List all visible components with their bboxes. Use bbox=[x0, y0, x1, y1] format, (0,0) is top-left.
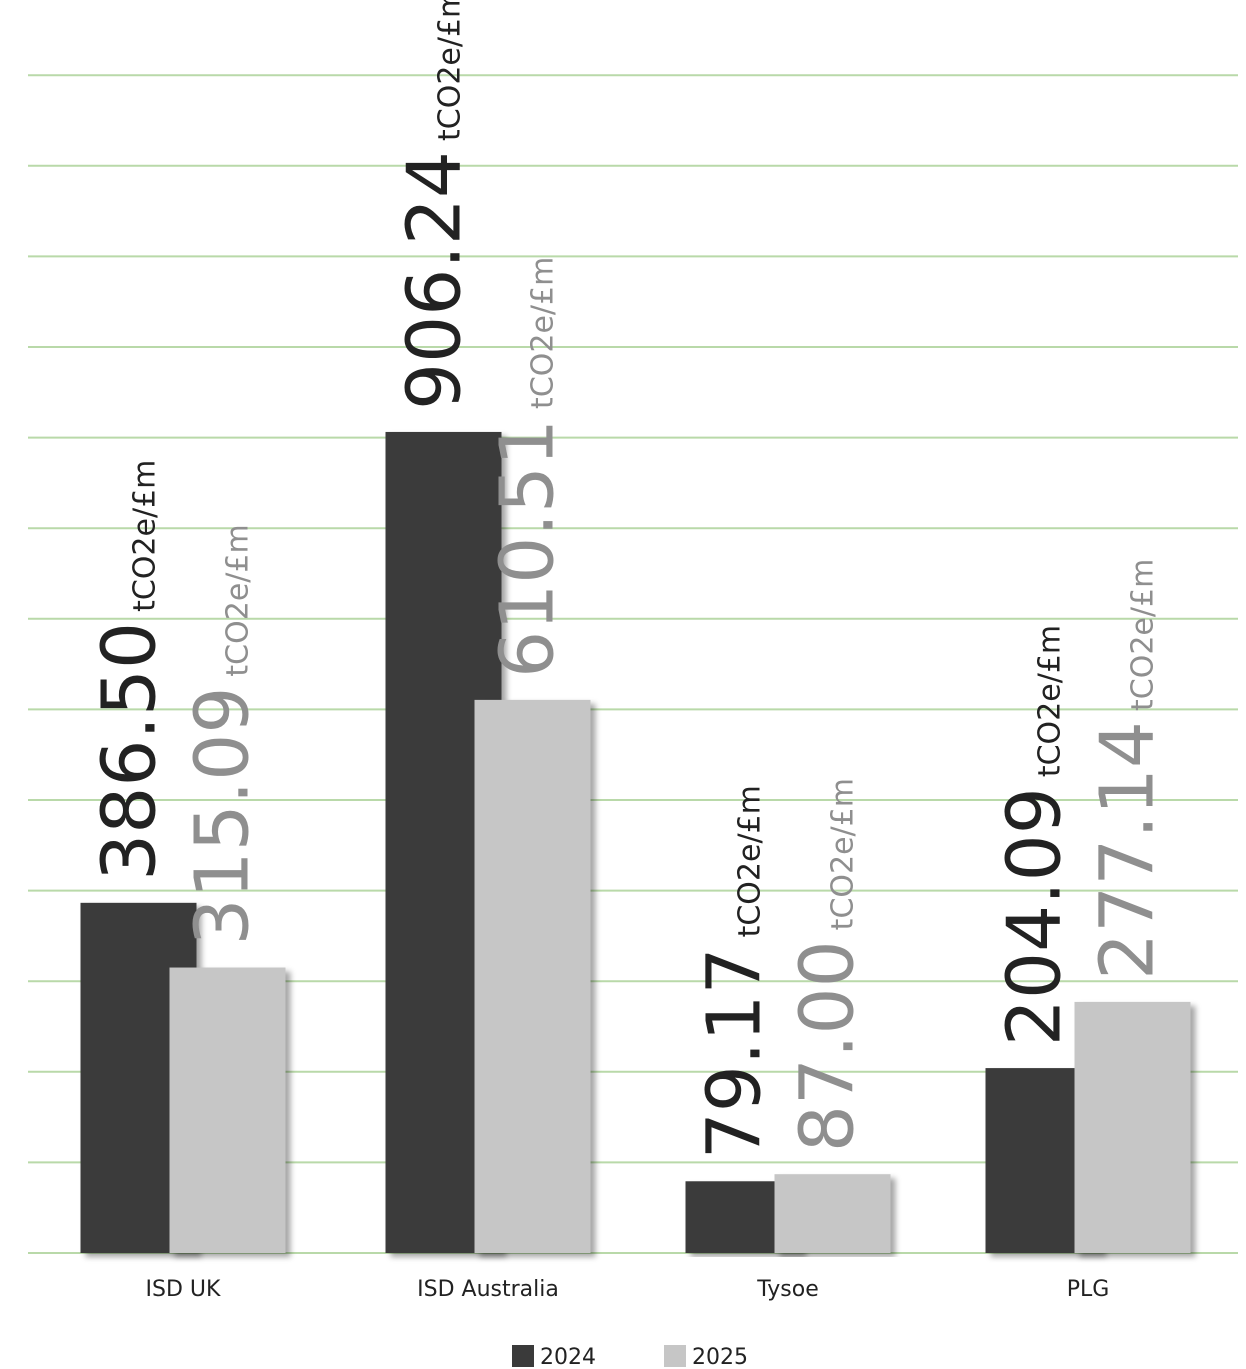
value-number: 79.17 bbox=[692, 947, 778, 1159]
bar-2025-tysoe bbox=[774, 1174, 891, 1253]
value-label: 386.50 tCO2e/£m bbox=[87, 460, 173, 881]
legend-label-2024: 2024 bbox=[540, 1345, 596, 1369]
value-unit: tCO2e/£m bbox=[433, 0, 468, 141]
bar-2025-plg bbox=[1074, 1001, 1191, 1253]
value-label: 906.24 tCO2e/£m bbox=[392, 0, 478, 410]
value-number: 277.14 bbox=[1085, 721, 1171, 980]
value-number: 610.51 bbox=[485, 419, 571, 678]
value-label: 79.17 tCO2e/£m bbox=[692, 785, 778, 1159]
value-unit: tCO2e/£m bbox=[221, 524, 256, 676]
bar-2025-isd-australia bbox=[474, 699, 591, 1253]
legend-swatch-2024 bbox=[512, 1345, 534, 1367]
value-number: 906.24 bbox=[392, 151, 478, 410]
value-label: 87.00 tCO2e/£m bbox=[785, 778, 871, 1152]
value-label: 277.14 tCO2e/£m bbox=[1085, 559, 1171, 980]
value-label: 315.09 tCO2e/£m bbox=[180, 524, 266, 945]
value-label: 204.09 tCO2e/£m bbox=[992, 625, 1078, 1046]
value-labels: 386.50 tCO2e/£m 315.09 tCO2e/£m 906.24 tCO2e/… bbox=[87, 0, 1171, 1159]
category-label: Tysoe bbox=[756, 1277, 819, 1302]
legend-label-2025: 2025 bbox=[692, 1345, 748, 1369]
value-unit: tCO2e/£m bbox=[1033, 625, 1068, 777]
value-number: 204.09 bbox=[992, 787, 1078, 1046]
value-number: 87.00 bbox=[785, 940, 871, 1152]
value-unit: tCO2e/£m bbox=[826, 778, 861, 930]
value-label: 610.51 tCO2e/£m bbox=[485, 257, 571, 678]
bars bbox=[80, 431, 1191, 1254]
legend: 2024 2025 bbox=[512, 1345, 748, 1369]
category-labels: ISD UK ISD Australia Tysoe PLG bbox=[146, 1277, 1110, 1302]
category-label: ISD Australia bbox=[417, 1277, 559, 1302]
value-number: 315.09 bbox=[180, 687, 266, 946]
value-unit: tCO2e/£m bbox=[128, 460, 163, 612]
value-unit: tCO2e/£m bbox=[1126, 559, 1161, 711]
gridlines bbox=[28, 74, 1238, 1254]
category-label: ISD UK bbox=[146, 1277, 221, 1302]
category-label: PLG bbox=[1067, 1277, 1110, 1302]
value-unit: tCO2e/£m bbox=[733, 785, 768, 937]
value-number: 386.50 bbox=[87, 622, 173, 881]
bar-2025-isd-uk bbox=[169, 967, 286, 1253]
legend-swatch-2025 bbox=[664, 1345, 686, 1367]
value-unit: tCO2e/£m bbox=[526, 257, 561, 409]
